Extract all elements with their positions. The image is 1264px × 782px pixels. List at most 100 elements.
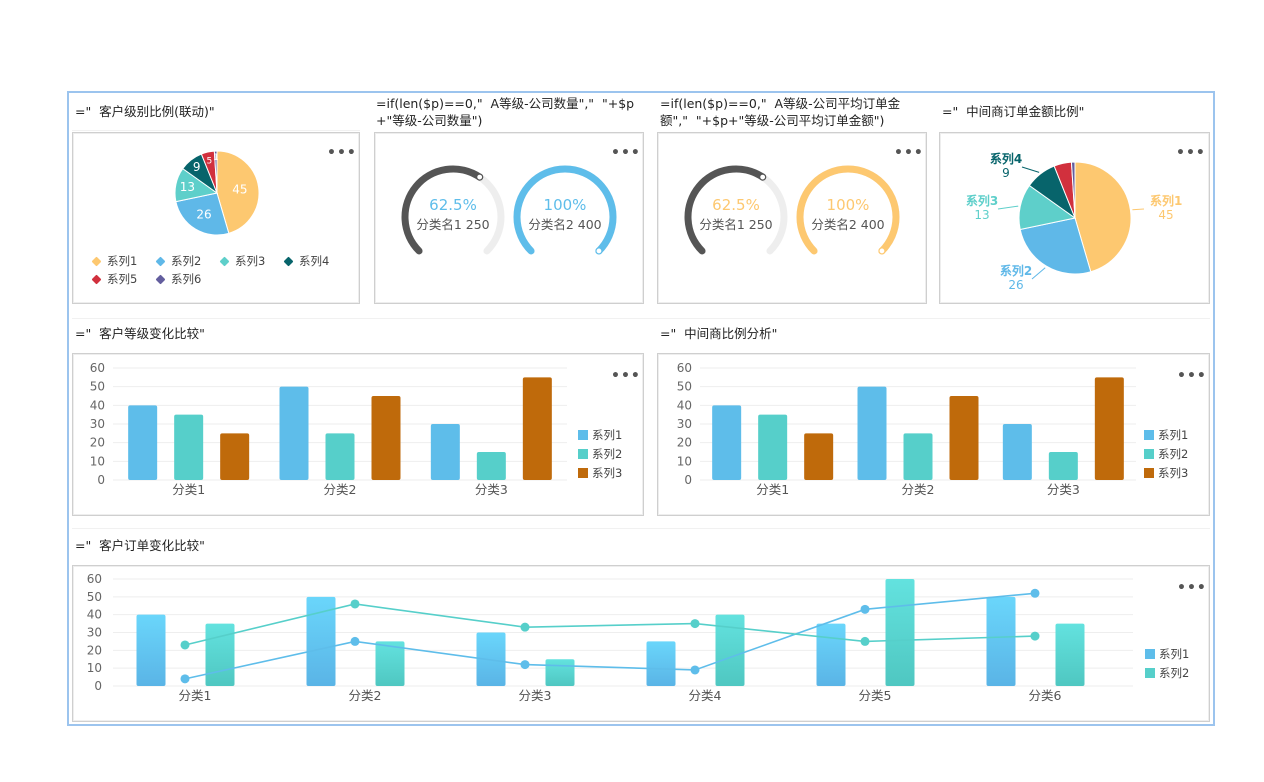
y-tick-label: 20 — [90, 436, 105, 450]
legend-item[interactable]: 系列2 — [155, 253, 202, 269]
legend-label: 系列1 — [1158, 428, 1189, 442]
legend-swatch — [1144, 430, 1154, 440]
pie-slice — [1019, 217, 1092, 275]
more-menu-icon[interactable]: ••• — [894, 145, 924, 161]
line-point — [520, 660, 530, 670]
bar — [430, 424, 460, 480]
line-point — [520, 622, 530, 632]
diamond-icon — [91, 274, 102, 284]
line-point — [180, 674, 190, 684]
y-tick-label: 60 — [87, 572, 102, 586]
bar — [885, 579, 915, 686]
line-point — [180, 640, 190, 650]
legend-label: 系列2 — [171, 254, 202, 268]
caption-customer-level-change: =" 客户等级变化比较" — [75, 326, 205, 341]
bar — [712, 405, 742, 480]
x-tick-label: 分类2 — [349, 688, 382, 703]
legend-item[interactable]: 系列4 — [283, 253, 329, 269]
bar — [949, 396, 979, 480]
gauge-percent: 62.5% — [712, 196, 760, 214]
legend-swatch — [1144, 468, 1154, 478]
gauge-label: 分类名1 250 — [699, 217, 772, 232]
more-menu-icon[interactable]: ••• — [611, 145, 641, 161]
x-tick-label: 分类5 — [859, 688, 892, 703]
panel-dealer-ratio-bars: ••• 0 10 20 30 40 50 60 分类1 分类2 分类3 系列1 系列2 系列3 — [657, 353, 1210, 516]
x-tick-label: 分类1 — [756, 482, 789, 497]
bar — [715, 614, 745, 686]
legend-label: 系列2 — [1159, 666, 1190, 680]
bar — [220, 433, 250, 480]
more-menu-icon[interactable]: ••• — [327, 145, 357, 161]
legend-item[interactable]: 系列1 — [578, 427, 622, 443]
bar — [174, 414, 204, 480]
gauge-label: 分类名2 400 — [528, 217, 601, 232]
gauge-percent: 62.5% — [429, 196, 477, 214]
y-tick-label: 10 — [677, 454, 692, 468]
x-tick-label: 分类2 — [902, 482, 935, 497]
y-tick-label: 60 — [677, 361, 692, 375]
callout-line — [1132, 208, 1145, 211]
more-menu-icon[interactable]: ••• — [611, 368, 641, 384]
line-point — [690, 665, 700, 675]
caption-customer-order-change: =" 客户订单变化比较" — [75, 538, 205, 553]
legend-item[interactable]: 系列2 — [1145, 665, 1189, 681]
y-tick-label: 30 — [87, 626, 102, 640]
legend-label: 系列1 — [1159, 647, 1190, 661]
y-tick-label: 10 — [87, 661, 102, 675]
x-tick-label: 分类3 — [519, 688, 552, 703]
x-tick-label: 分类3 — [475, 482, 508, 497]
panel-customer-order-combo: ••• 0 10 20 30 40 50 60 分类1 分类2 分类3 分类4 分类5 分类6 系列1 系… — [72, 565, 1210, 722]
y-tick-label: 10 — [90, 454, 105, 468]
y-tick-label: 40 — [87, 608, 102, 622]
y-tick-label: 50 — [87, 590, 102, 604]
legend-item[interactable]: 系列1 — [1144, 427, 1188, 443]
bar — [903, 433, 933, 480]
legend-item[interactable]: 系列3 — [578, 465, 622, 481]
y-tick-label: 20 — [677, 436, 692, 450]
caption-dealer-order-ratio: =" 中间商订单金额比例" — [942, 104, 1085, 119]
legend-item[interactable]: 系列5 — [91, 271, 137, 287]
pie-data-label: 45 — [232, 183, 247, 197]
bar — [128, 405, 158, 480]
y-tick-label: 50 — [677, 380, 692, 394]
y-tick-label: 60 — [90, 361, 105, 375]
bar — [758, 414, 788, 480]
x-tick-label: 分类3 — [1047, 482, 1080, 497]
legend-item[interactable]: 系列2 — [1144, 446, 1188, 462]
legend-item[interactable]: 系列6 — [155, 271, 201, 287]
legend-item[interactable]: 系列1 — [1145, 646, 1189, 662]
more-menu-icon[interactable]: ••• — [1177, 580, 1207, 596]
bar — [545, 659, 575, 686]
legend-label: 系列3 — [1158, 466, 1189, 480]
legend-item[interactable]: 系列3 — [1144, 465, 1188, 481]
line-point — [690, 619, 700, 629]
line-point — [1030, 588, 1040, 598]
line-point — [350, 599, 360, 609]
bar — [375, 641, 405, 686]
gauge-label: 分类名2 400 — [811, 217, 884, 232]
more-menu-icon[interactable]: ••• — [1177, 368, 1207, 384]
callout-line — [1021, 166, 1040, 173]
gauge-percent: 100% — [827, 196, 870, 214]
legend-swatch — [1145, 668, 1155, 678]
gauge-chart: 62.5% 分类名1 250 100% 分类名2 400 — [684, 165, 900, 255]
gauge-marker — [476, 173, 484, 181]
legend-item[interactable]: 系列3 — [219, 253, 265, 269]
pie-data-label: 9 — [193, 160, 201, 174]
legend-label: 系列2 — [1158, 447, 1189, 461]
panel-avg-amount-gauges: ••• 62.5% 分类名1 250 100% 分类名2 400 — [657, 132, 927, 304]
bar — [136, 614, 166, 686]
diamond-icon — [91, 256, 102, 266]
line-point — [1030, 631, 1040, 641]
legend-item[interactable]: 系列1 — [91, 253, 137, 269]
caption-dealer-ratio-analysis: =" 中间商比例分析" — [660, 326, 778, 341]
more-menu-icon[interactable]: ••• — [1176, 145, 1206, 161]
legend-item[interactable]: 系列2 — [578, 446, 622, 462]
x-tick-label: 分类4 — [689, 688, 722, 703]
pie-data-label: 13 — [180, 180, 195, 194]
gauge-marker — [595, 247, 603, 255]
callout-name: 系列2 — [1000, 263, 1032, 278]
pie-slice — [1070, 161, 1076, 219]
